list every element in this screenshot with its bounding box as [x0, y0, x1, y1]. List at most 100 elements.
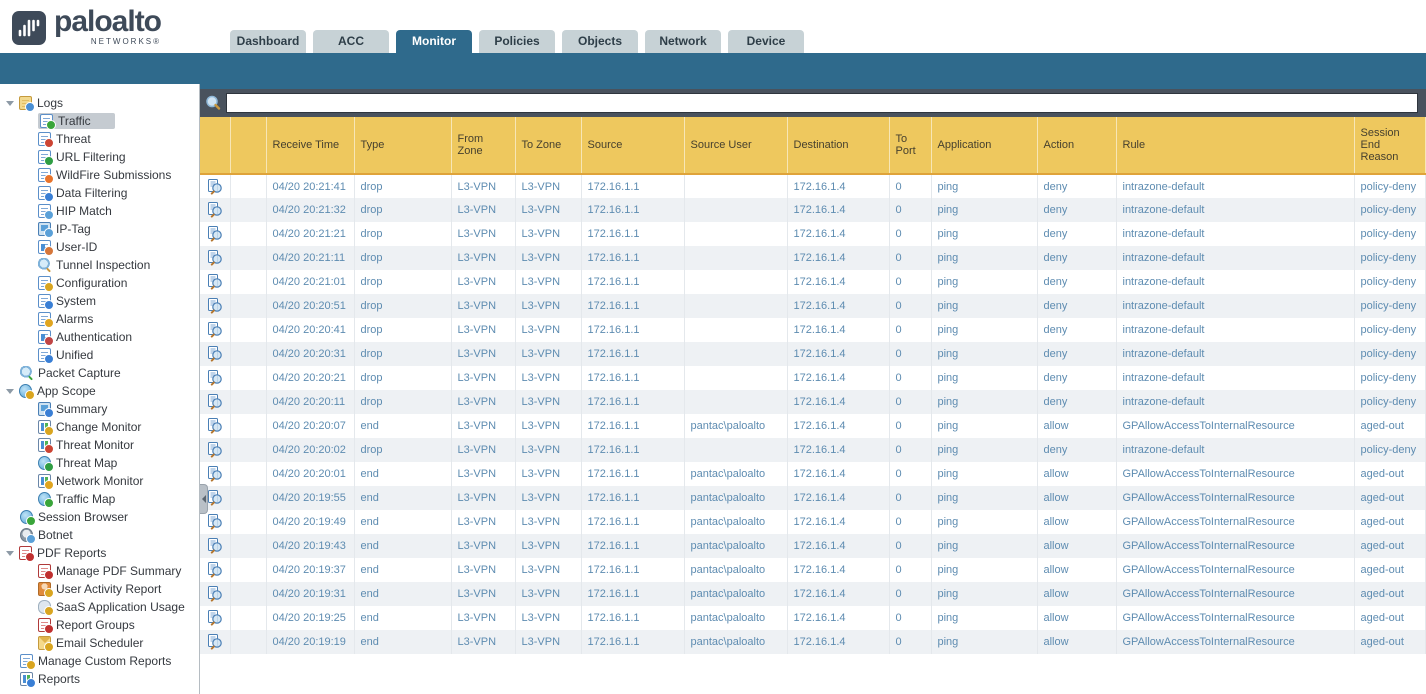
cell-from-zone: L3-VPN: [451, 534, 515, 558]
sidebar-item-manage-pdf-summary[interactable]: Manage PDF Summary: [0, 562, 199, 580]
column-header-session-end-reason[interactable]: Session End Reason: [1354, 117, 1426, 174]
tab-dashboard[interactable]: Dashboard: [230, 30, 306, 53]
search-icon[interactable]: [204, 94, 222, 112]
sidebar-item-manage-custom-reports[interactable]: Manage Custom Reports: [0, 652, 199, 670]
sidebar-item-wildfire-submissions[interactable]: WildFire Submissions: [0, 166, 199, 184]
cell-rule: GPAllowAccessToInternalResource: [1116, 414, 1354, 438]
sidebar-item-network-monitor[interactable]: Network Monitor: [0, 472, 199, 490]
cell-type: end: [354, 558, 451, 582]
sidebar-item-hip-match[interactable]: HIP Match: [0, 202, 199, 220]
log-detail-magnifier-icon[interactable]: [200, 366, 230, 390]
sidebar-item-configuration[interactable]: Configuration: [0, 274, 199, 292]
sidebar-item-change-monitor[interactable]: Change Monitor: [0, 418, 199, 436]
log-detail-magnifier-icon[interactable]: [200, 582, 230, 606]
sidebar-item-logs[interactable]: Logs: [0, 94, 199, 112]
cell-rule: intrazone-default: [1116, 198, 1354, 222]
log-detail-magnifier-icon[interactable]: [200, 222, 230, 246]
sidebar-item-ip-tag[interactable]: IP-Tag: [0, 220, 199, 238]
column-header-source-user[interactable]: Source User: [684, 117, 787, 174]
log-detail-magnifier-icon[interactable]: [200, 414, 230, 438]
tab-network[interactable]: Network: [645, 30, 721, 53]
tab-objects[interactable]: Objects: [562, 30, 638, 53]
sidebar-item-pdf-reports[interactable]: PDF Reports: [0, 544, 199, 562]
sidebar-item-label: App Scope: [37, 384, 96, 398]
log-detail-magnifier-icon[interactable]: [200, 342, 230, 366]
traffic-map-icon: [38, 492, 51, 506]
cell-action: deny: [1037, 438, 1116, 462]
sidebar-item-botnet[interactable]: Botnet: [0, 526, 199, 544]
column-header-to-zone[interactable]: To Zone: [515, 117, 581, 174]
log-filter-input[interactable]: [226, 93, 1418, 113]
tab-monitor[interactable]: Monitor: [396, 30, 472, 53]
cell-type: drop: [354, 198, 451, 222]
row-spacer-cell: [230, 414, 266, 438]
log-detail-magnifier-icon[interactable]: [200, 318, 230, 342]
log-detail-magnifier-icon[interactable]: [200, 558, 230, 582]
sidebar-item-report-groups[interactable]: Report Groups: [0, 616, 199, 634]
log-detail-magnifier-icon[interactable]: [200, 534, 230, 558]
column-header-receive-time[interactable]: Receive Time: [266, 117, 354, 174]
cell-to-zone: L3-VPN: [515, 510, 581, 534]
sidebar-item-threat-monitor[interactable]: Threat Monitor: [0, 436, 199, 454]
log-detail-magnifier-icon[interactable]: [200, 174, 230, 198]
column-header-to-port[interactable]: To Port: [889, 117, 931, 174]
log-row: 04/20 20:20:41dropL3-VPNL3-VPN172.16.1.1…: [200, 318, 1426, 342]
cell-source-user: pantac\paloalto: [684, 630, 787, 654]
tab-acc[interactable]: ACC: [313, 30, 389, 53]
log-detail-magnifier-icon[interactable]: [200, 462, 230, 486]
column-header-action[interactable]: Action: [1037, 117, 1116, 174]
sidebar-item-data-filtering[interactable]: Data Filtering: [0, 184, 199, 202]
row-spacer-cell: [230, 558, 266, 582]
sidebar-item-system[interactable]: System: [0, 292, 199, 310]
sidebar-item-saas-application-usage[interactable]: SaaS Application Usage: [0, 598, 199, 616]
expander-triangle-icon[interactable]: [6, 551, 14, 556]
sidebar-item-user-activity-report[interactable]: User Activity Report: [0, 580, 199, 598]
column-header-type[interactable]: Type: [354, 117, 451, 174]
log-detail-magnifier-icon[interactable]: [200, 270, 230, 294]
cell-to-port: 0: [889, 510, 931, 534]
sidebar-item-authentication[interactable]: Authentication: [0, 328, 199, 346]
sidebar-item-traffic-map[interactable]: Traffic Map: [0, 490, 199, 508]
cell-rule: intrazone-default: [1116, 294, 1354, 318]
sidebar-item-packet-capture[interactable]: Packet Capture: [0, 364, 199, 382]
sidebar-item-label: SaaS Application Usage: [56, 600, 185, 614]
expander-triangle-icon[interactable]: [6, 389, 14, 394]
column-header-from-zone[interactable]: From Zone: [451, 117, 515, 174]
cell-source-user: pantac\paloalto: [684, 414, 787, 438]
cell-destination: 172.16.1.4: [787, 510, 889, 534]
sidebar-item-email-scheduler[interactable]: Email Scheduler: [0, 634, 199, 652]
log-detail-magnifier-icon[interactable]: [200, 438, 230, 462]
column-header-rule[interactable]: Rule: [1116, 117, 1354, 174]
sidebar-item-threat-map[interactable]: Threat Map: [0, 454, 199, 472]
cell-source: 172.16.1.1: [581, 270, 684, 294]
sidebar-item-session-browser[interactable]: Session Browser: [0, 508, 199, 526]
column-header-source[interactable]: Source: [581, 117, 684, 174]
tab-policies[interactable]: Policies: [479, 30, 555, 53]
cell-type: drop: [354, 318, 451, 342]
sidebar-item-reports[interactable]: Reports: [0, 670, 199, 688]
cell-action: deny: [1037, 318, 1116, 342]
sidebar-item-unified[interactable]: Unified: [0, 346, 199, 364]
tab-device[interactable]: Device: [728, 30, 804, 53]
sidebar-item-app-scope[interactable]: App Scope: [0, 382, 199, 400]
sidebar-item-tunnel-inspection[interactable]: Tunnel Inspection: [0, 256, 199, 274]
sidebar-collapse-handle[interactable]: [200, 484, 208, 514]
log-detail-magnifier-icon[interactable]: [200, 198, 230, 222]
sidebar-item-url-filtering[interactable]: URL Filtering: [0, 148, 199, 166]
expander-triangle-icon[interactable]: [6, 101, 14, 106]
sidebar-item-label: Traffic Map: [56, 492, 115, 506]
sidebar-item-alarms[interactable]: Alarms: [0, 310, 199, 328]
log-detail-magnifier-icon[interactable]: [200, 294, 230, 318]
sidebar-item-threat[interactable]: Threat: [0, 130, 199, 148]
change-monitor-icon: [38, 420, 51, 434]
sidebar-item-summary[interactable]: Summary: [0, 400, 199, 418]
log-detail-magnifier-icon[interactable]: [200, 630, 230, 654]
column-header-application[interactable]: Application: [931, 117, 1037, 174]
cell-action: allow: [1037, 558, 1116, 582]
log-detail-magnifier-icon[interactable]: [200, 390, 230, 414]
column-header-destination[interactable]: Destination: [787, 117, 889, 174]
sidebar-item-traffic[interactable]: Traffic: [0, 112, 199, 130]
log-detail-magnifier-icon[interactable]: [200, 246, 230, 270]
sidebar-item-user-id[interactable]: User-ID: [0, 238, 199, 256]
log-detail-magnifier-icon[interactable]: [200, 606, 230, 630]
